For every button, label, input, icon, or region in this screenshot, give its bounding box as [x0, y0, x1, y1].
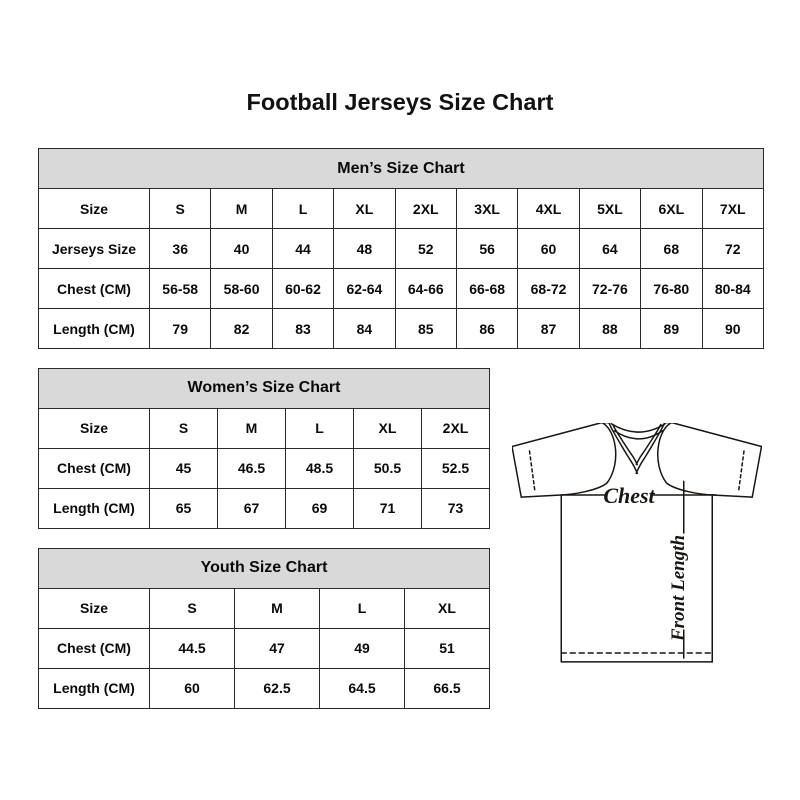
svg-text:Chest: Chest — [603, 483, 655, 508]
svg-text:Front Length: Front Length — [668, 535, 689, 642]
